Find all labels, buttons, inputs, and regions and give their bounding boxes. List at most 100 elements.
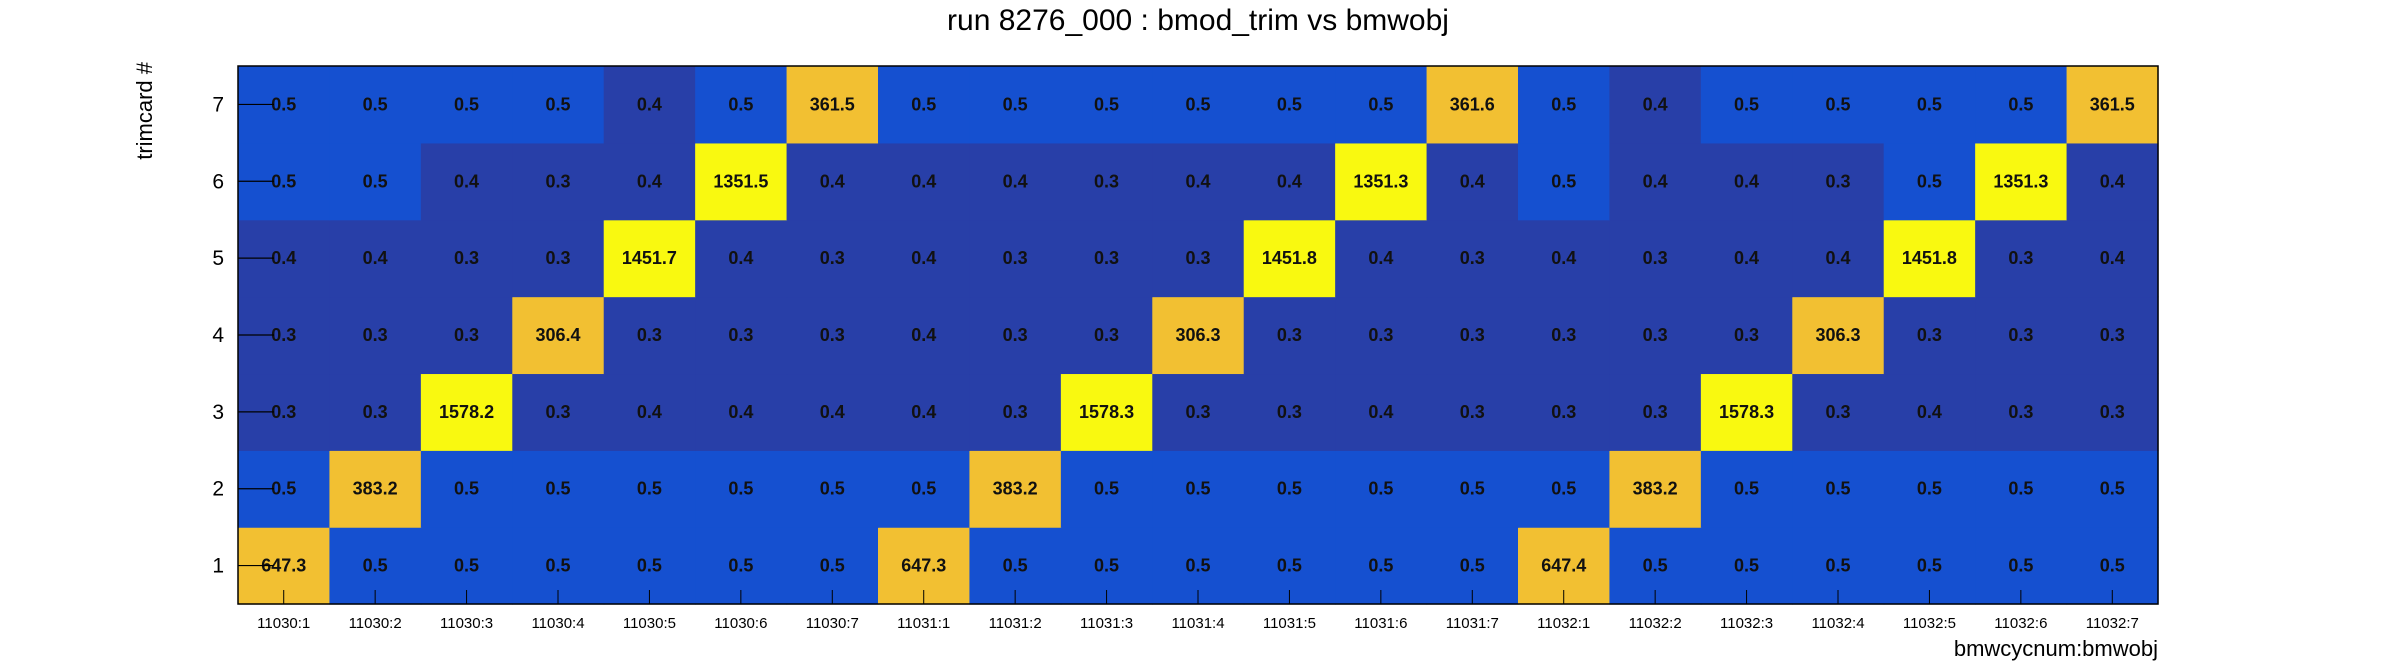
cell-value-label: 361.6	[1450, 94, 1495, 114]
cell-value-label: 0.3	[1643, 248, 1668, 268]
heatmap-cell	[786, 373, 879, 451]
x-tick-label: 11031:6	[1354, 615, 1407, 632]
cell-value-label: 0.3	[271, 325, 296, 345]
heatmap-cell	[695, 142, 788, 221]
y-axis-title: trimcard #	[132, 61, 157, 160]
heatmap-cell	[786, 66, 879, 144]
heatmap-cell	[329, 142, 422, 221]
heatmap-cell	[1975, 66, 2068, 144]
heatmap-cell	[603, 219, 696, 298]
x-tick-label: 11032:2	[1629, 615, 1682, 632]
heatmap-cell	[1792, 66, 1885, 144]
heatmap-cell	[786, 450, 879, 528]
cell-value-label: 0.5	[1734, 556, 1759, 576]
heatmap-cell	[1883, 450, 1976, 528]
cell-value-label: 1451.8	[1902, 248, 1957, 268]
cell-value-label: 0.3	[545, 248, 570, 268]
heatmap-cell	[329, 219, 422, 298]
cell-value-label: 0.5	[1003, 94, 1028, 114]
x-tick-label: 11032:3	[1720, 615, 1773, 632]
heatmap-cell	[1060, 219, 1153, 298]
heatmap-cell	[969, 219, 1062, 298]
heatmap-cell	[512, 66, 605, 144]
x-tick-label: 11032:5	[1903, 615, 1956, 632]
cell-value-label: 0.5	[637, 479, 662, 499]
cell-value-label: 0.5	[1551, 94, 1576, 114]
cell-value-label: 1351.3	[1353, 171, 1408, 191]
heatmap-cell	[969, 373, 1062, 451]
x-tick-label: 11031:5	[1263, 615, 1316, 632]
heatmap-cell	[878, 142, 971, 221]
heatmap-cell	[878, 219, 971, 298]
cell-value-label: 0.5	[728, 556, 753, 576]
heatmap-cell	[1975, 450, 2068, 528]
cell-value-label: 647.3	[901, 556, 946, 576]
heatmap-cell	[1060, 142, 1153, 221]
heatmap-cell	[786, 296, 879, 375]
cell-value-label: 0.4	[1003, 171, 1028, 191]
cell-value-label: 1578.2	[439, 402, 494, 422]
cell-value-label: 306.3	[1175, 325, 1220, 345]
cell-value-label: 0.3	[1825, 171, 1850, 191]
cell-value-label: 0.3	[1643, 402, 1668, 422]
heatmap-cell	[420, 296, 513, 375]
cell-value-label: 0.3	[1460, 248, 1485, 268]
heatmap-cell	[969, 66, 1062, 144]
cell-value-label: 0.3	[2008, 248, 2033, 268]
cell-value-label: 0.5	[1094, 556, 1119, 576]
x-tick-label: 11031:1	[897, 615, 950, 632]
x-tick-label: 11030:5	[623, 615, 676, 632]
cell-value-label: 0.4	[911, 171, 936, 191]
heatmap-cell	[1883, 66, 1976, 144]
heatmap-cell	[1152, 373, 1245, 451]
cell-value-label: 0.4	[2100, 171, 2125, 191]
cell-value-label: 0.4	[637, 402, 662, 422]
cell-value-label: 0.4	[911, 325, 936, 345]
cell-value-label: 0.3	[363, 325, 388, 345]
x-axis-title: bmwcycnum:bmwobj	[1954, 636, 2158, 661]
y-axis: 1 2 3 4 5 6 7	[212, 93, 274, 578]
cell-value-label: 0.5	[1917, 479, 1942, 499]
cell-value-label: 1578.3	[1719, 402, 1774, 422]
cell-value-label: 0.3	[2008, 325, 2033, 345]
cell-value-label: 0.3	[1368, 325, 1393, 345]
cell-value-label: 0.3	[637, 325, 662, 345]
cell-value-label: 0.3	[1734, 325, 1759, 345]
heatmap-cell	[329, 66, 422, 144]
cell-value-label: 0.3	[1460, 325, 1485, 345]
cell-value-label: 0.5	[820, 479, 845, 499]
cell-value-label: 0.3	[1185, 402, 1210, 422]
heatmap-cell	[1243, 142, 1336, 221]
heatmap-cell	[329, 450, 422, 528]
cell-value-label: 383.2	[1633, 479, 1678, 499]
x-tick-label: 11032:1	[1537, 615, 1590, 632]
cell-value-label: 0.4	[271, 248, 296, 268]
heatmap-cell	[1152, 450, 1245, 528]
heatmap-cell	[329, 373, 422, 451]
heatmap-cell	[1152, 219, 1245, 298]
heatmap-cell	[420, 142, 513, 221]
heatmap-cell	[1975, 219, 2068, 298]
cell-value-label: 0.5	[1277, 479, 1302, 499]
heatmap-cell	[420, 373, 513, 451]
cell-value-label: 0.4	[728, 402, 753, 422]
x-tick-label: 11030:6	[714, 615, 767, 632]
heatmap-cell	[1060, 296, 1153, 375]
heatmap-cell	[695, 450, 788, 528]
heatmap-cell	[1426, 373, 1519, 451]
cell-value-label: 361.5	[2090, 94, 2135, 114]
cell-value-label: 0.5	[1917, 171, 1942, 191]
heatmap-cell	[1609, 66, 1702, 144]
cell-value-label: 0.5	[363, 556, 388, 576]
heatmap-cell	[878, 450, 971, 528]
heatmap-cell	[969, 450, 1062, 528]
cell-value-label: 0.4	[637, 171, 662, 191]
cell-value-label: 0.4	[1460, 171, 1485, 191]
cell-value-label: 0.3	[820, 248, 845, 268]
cell-value-label: 0.3	[1003, 402, 1028, 422]
heatmap-cell	[1700, 296, 1793, 375]
heatmap-cell	[1518, 373, 1611, 451]
x-tick-label: 11031:7	[1446, 615, 1499, 632]
heatmap-cell	[1609, 219, 1702, 298]
heatmap-cell	[695, 296, 788, 375]
